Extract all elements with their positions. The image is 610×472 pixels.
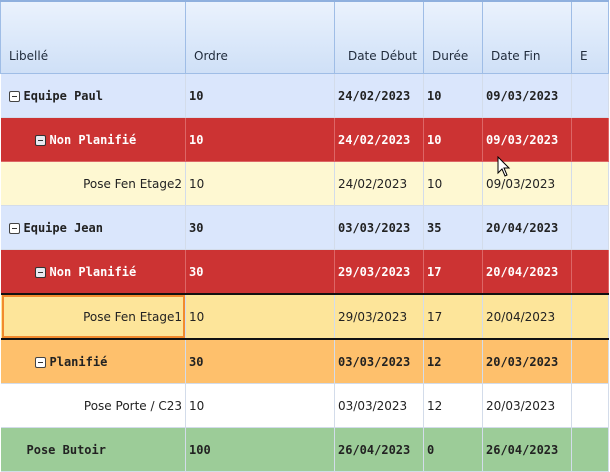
cell-fin[interactable]: 09/03/2023 (482, 73, 572, 118)
table-row[interactable]: Equipe Jean 30 03/03/2023 35 20/04/2023 (0, 205, 609, 250)
cell-ordre[interactable]: 30 (185, 249, 335, 295)
row-label: Non Planifié (49, 132, 137, 147)
cell-duree[interactable]: 17 (423, 249, 483, 295)
column-header-5[interactable]: E (571, 0, 609, 74)
mouse-cursor-icon (497, 156, 511, 177)
cell-libelle[interactable]: Pose Fen Etage1 (0, 293, 186, 340)
row-label: Pose Butoir (26, 442, 106, 457)
table-row[interactable]: Equipe Paul 10 24/02/2023 10 09/03/2023 (0, 73, 609, 118)
cell-debut[interactable]: 24/02/2023 (334, 161, 424, 206)
cell-libelle[interactable]: Planifié (0, 339, 186, 384)
table-row[interactable]: Pose Fen Etage1 10 29/03/2023 17 20/04/2023 (0, 293, 609, 340)
cell-duree[interactable]: 17 (423, 293, 483, 340)
table-row[interactable]: Pose Porte / C23 10 03/03/2023 12 20/03/2023 (0, 383, 609, 428)
column-header-4[interactable]: Date Fin (482, 0, 572, 74)
cell-debut[interactable]: 24/02/2023 (334, 117, 424, 162)
row-label: Equipe Jean (23, 220, 103, 235)
cell-duree[interactable]: 10 (423, 161, 483, 206)
cell-debut[interactable]: 03/03/2023 (334, 339, 424, 384)
cell-duree[interactable]: 35 (423, 205, 483, 250)
cell-ordre[interactable]: 10 (185, 73, 335, 118)
cell-debut[interactable]: 24/02/2023 (334, 73, 424, 118)
row-label: Non Planifié (49, 264, 137, 279)
cell-fin[interactable]: 20/03/2023 (482, 339, 572, 384)
cell-debut[interactable]: 26/04/2023 (334, 427, 424, 472)
column-header-0[interactable]: Libellé (0, 0, 186, 74)
cell-fin[interactable]: 20/04/2023 (482, 205, 572, 250)
cell-fin[interactable]: 09/03/2023 (482, 117, 572, 162)
cell-libelle[interactable]: Equipe Jean (0, 205, 186, 250)
collapse-icon[interactable] (8, 222, 20, 234)
cell-e[interactable] (571, 339, 609, 384)
cell-ordre[interactable]: 10 (185, 293, 335, 340)
cell-duree[interactable]: 10 (423, 117, 483, 162)
cell-fin[interactable]: 20/04/2023 (482, 249, 572, 295)
cell-duree[interactable]: 12 (423, 383, 483, 428)
column-header-3[interactable]: Durée (423, 0, 483, 74)
collapse-icon[interactable] (8, 90, 20, 102)
cell-ordre[interactable]: 10 (185, 161, 335, 206)
cell-ordre[interactable]: 10 (185, 117, 335, 162)
cell-debut[interactable]: 29/03/2023 (334, 249, 424, 295)
column-header-2[interactable]: Date Début (334, 0, 424, 74)
cell-e[interactable] (571, 73, 609, 118)
cell-e[interactable] (571, 427, 609, 472)
row-label: Pose Fen Etage2 (83, 176, 182, 191)
row-label: Pose Fen Etage1 (83, 309, 182, 324)
table-row[interactable]: Non Planifié 10 24/02/2023 10 09/03/2023 (0, 117, 609, 162)
column-header-1[interactable]: Ordre (185, 0, 335, 74)
collapse-icon[interactable] (34, 266, 46, 278)
cell-fin[interactable]: 26/04/2023 (482, 427, 572, 472)
cell-libelle[interactable]: Non Planifié (0, 249, 186, 295)
cell-ordre[interactable]: 10 (185, 383, 335, 428)
cell-libelle[interactable]: Pose Butoir (0, 427, 186, 472)
cell-debut[interactable]: 29/03/2023 (334, 293, 424, 340)
cell-e[interactable] (571, 117, 609, 162)
cell-duree[interactable]: 0 (423, 427, 483, 472)
cell-libelle[interactable]: Non Planifié (0, 117, 186, 162)
row-label: Equipe Paul (23, 88, 103, 103)
cell-ordre[interactable]: 100 (185, 427, 335, 472)
cell-ordre[interactable]: 30 (185, 205, 335, 250)
collapse-icon[interactable] (34, 134, 46, 146)
cell-libelle[interactable]: Pose Porte / C23 (0, 383, 186, 428)
cell-duree[interactable]: 12 (423, 339, 483, 384)
cell-e[interactable] (571, 383, 609, 428)
cell-e[interactable] (571, 293, 609, 340)
cell-fin[interactable]: 20/04/2023 (482, 293, 572, 340)
cell-fin[interactable]: 20/03/2023 (482, 383, 572, 428)
collapse-icon[interactable] (34, 356, 46, 368)
cell-debut[interactable]: 03/03/2023 (334, 383, 424, 428)
cell-libelle[interactable]: Pose Fen Etage2 (0, 161, 186, 206)
cell-libelle[interactable]: Equipe Paul (0, 73, 186, 118)
table-row[interactable]: Pose Butoir 100 26/04/2023 0 26/04/2023 (0, 427, 609, 472)
row-label: Pose Porte / C23 (83, 398, 182, 413)
cell-fin[interactable]: 09/03/2023 (482, 161, 572, 206)
table-row[interactable]: Pose Fen Etage2 10 24/02/2023 10 09/03/2023 (0, 161, 609, 206)
cell-e[interactable] (571, 161, 609, 206)
cell-e[interactable] (571, 249, 609, 295)
table-row[interactable]: Non Planifié 30 29/03/2023 17 20/04/2023 (0, 249, 609, 295)
row-label: Planifié (49, 354, 108, 369)
cell-ordre[interactable]: 30 (185, 339, 335, 384)
table-row[interactable]: Planifié 30 03/03/2023 12 20/03/2023 (0, 339, 609, 384)
cell-duree[interactable]: 10 (423, 73, 483, 118)
cell-e[interactable] (571, 205, 609, 250)
cell-debut[interactable]: 03/03/2023 (334, 205, 424, 250)
